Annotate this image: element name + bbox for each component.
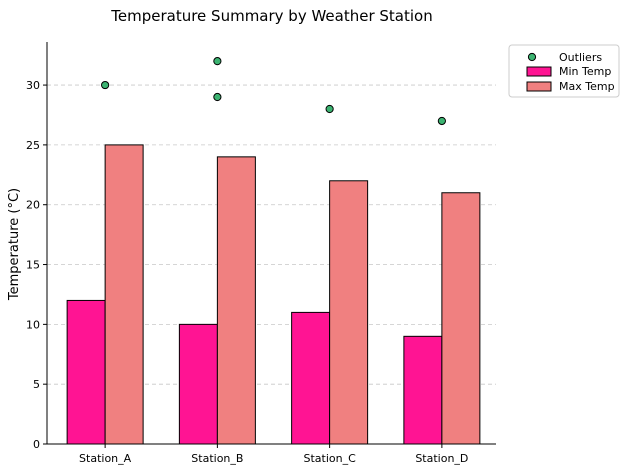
legend-label-min: Min Temp <box>559 65 611 78</box>
x-tick-label-3: Station_D <box>415 452 468 465</box>
legend-swatch-min <box>526 66 552 77</box>
y-tick-label-6: 30 <box>26 79 40 92</box>
axes <box>46 42 496 445</box>
legend-label-max: Max Temp <box>559 80 615 93</box>
bar-min-station_c <box>291 311 331 445</box>
bar-max-station_a <box>104 144 144 445</box>
legend-label-outliers: Outliers <box>559 51 602 64</box>
outlier-point-0 <box>101 80 110 90</box>
outlier-point-3 <box>325 104 334 114</box>
x-tick-label-2: Station_C <box>303 452 356 465</box>
y-tick-label-1: 5 <box>33 378 40 391</box>
y-tick-label-4: 20 <box>26 199 40 212</box>
outlier-point-4 <box>437 116 446 126</box>
y-tick-label-5: 25 <box>26 139 40 152</box>
outlier-point-1 <box>213 57 222 66</box>
x-tick-label-1: Station_B <box>191 452 243 465</box>
legend-marker-outliers <box>527 52 537 62</box>
outliers <box>101 57 446 126</box>
y-tick-label-2: 10 <box>26 318 40 331</box>
y-tick-label-0: 0 <box>33 438 40 451</box>
bar-min-station_d <box>403 335 443 445</box>
bar-max-station_d <box>441 192 481 445</box>
bar-min-station_a <box>66 299 106 445</box>
x-tick-label-0: Station_A <box>79 452 132 465</box>
bars <box>66 144 481 445</box>
ticks: 0 5 10 15 20 25 30 Station_A Station_B Station_C S… <box>26 79 468 465</box>
y-axis-label: Temperature (°C) <box>7 188 22 301</box>
bar-max-station_b <box>216 156 256 445</box>
y-tick-label-3: 15 <box>26 259 40 272</box>
bar-min-station_b <box>178 323 218 445</box>
outlier-point-2 <box>213 92 222 102</box>
bar-max-station_c <box>329 180 369 445</box>
chart-title: Temperature Summary by Weather Station <box>110 7 432 25</box>
legend-swatch-max <box>526 81 552 92</box>
